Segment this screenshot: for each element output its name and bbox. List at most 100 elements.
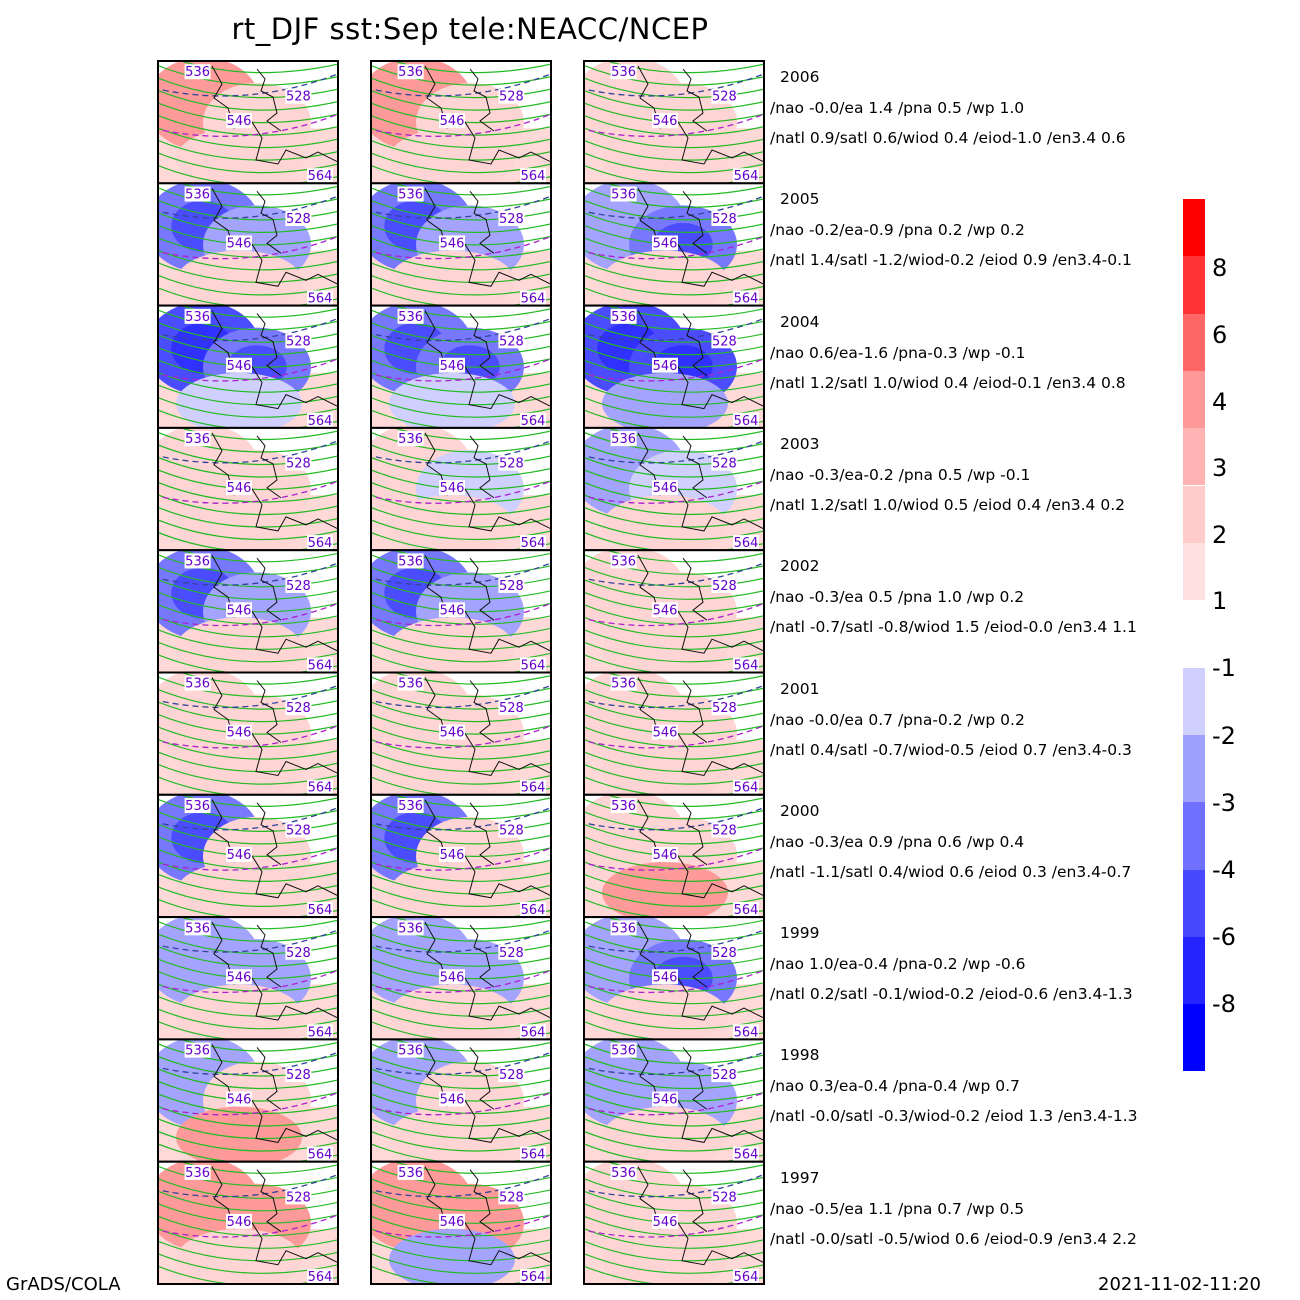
dashed-contour bbox=[158, 73, 338, 97]
coastline bbox=[469, 1047, 495, 1110]
contour-label: 528 bbox=[286, 212, 311, 227]
contour-label-bg bbox=[226, 846, 252, 862]
dashed-contour bbox=[158, 358, 338, 382]
contour-label-bg bbox=[520, 779, 546, 795]
coastline bbox=[637, 65, 764, 165]
green-contour bbox=[584, 604, 764, 625]
coastline bbox=[682, 924, 708, 988]
contour-label-bg bbox=[184, 675, 211, 691]
green-contour bbox=[158, 506, 338, 528]
green-contour bbox=[371, 579, 551, 600]
green-contour bbox=[158, 371, 338, 393]
green-contour bbox=[605, 917, 764, 930]
colorbar-tick-label: 1 bbox=[1212, 587, 1228, 615]
contour-label-bg bbox=[439, 357, 465, 373]
green-contour bbox=[371, 629, 551, 650]
contour-label-bg bbox=[439, 235, 465, 251]
green-contour bbox=[371, 456, 551, 478]
green-contour bbox=[158, 688, 338, 710]
contour-label-bg bbox=[652, 846, 678, 862]
index-line: /natl -0.7/satl -0.8/wiod 1.5 /eiod-0.0 … bbox=[770, 618, 1137, 637]
green-contour bbox=[392, 61, 551, 74]
contour-label: 546 bbox=[653, 1093, 678, 1108]
green-contour bbox=[371, 212, 551, 233]
green-contour bbox=[158, 763, 338, 785]
coastline bbox=[424, 310, 551, 410]
map-panel: 536 528 546 564 bbox=[158, 794, 338, 918]
contour-label: 564 bbox=[521, 169, 546, 184]
green-contour bbox=[158, 1055, 338, 1077]
map-panel: 536 528 546 564 bbox=[371, 61, 551, 184]
green-contour bbox=[584, 701, 764, 723]
green-contour bbox=[158, 1165, 338, 1187]
contour-label-bg bbox=[439, 602, 465, 618]
green-contour bbox=[158, 566, 338, 588]
green-contour bbox=[158, 187, 338, 208]
green-contour bbox=[584, 566, 764, 588]
green-contour bbox=[158, 1228, 338, 1249]
green-contour bbox=[584, 262, 764, 283]
contour-label: 564 bbox=[308, 1270, 333, 1285]
index-line: /nao -0.3/ea-0.2 /pna 0.5 /wp -0.1 bbox=[770, 465, 1031, 484]
contour-label-bg bbox=[307, 901, 333, 917]
green-contour bbox=[584, 77, 764, 99]
contour-label-bg bbox=[733, 412, 759, 428]
coastline bbox=[682, 313, 708, 377]
green-contour bbox=[179, 550, 338, 563]
green-contour bbox=[584, 688, 764, 710]
contour-label: 564 bbox=[521, 1148, 546, 1163]
green-contour bbox=[371, 738, 551, 760]
contour-label: 528 bbox=[499, 212, 524, 227]
green-contour bbox=[605, 305, 764, 318]
contour-label: 536 bbox=[611, 1166, 636, 1181]
dashed-contour bbox=[158, 1091, 338, 1116]
green-contour bbox=[158, 861, 338, 882]
contour-label: 564 bbox=[308, 291, 333, 306]
map-panel: 536 528 546 564 bbox=[371, 672, 551, 796]
map-panel: 536 528 546 564 bbox=[158, 1161, 338, 1285]
contour-label: 564 bbox=[521, 781, 546, 796]
index-line: /natl -0.0/satl -0.3/wiod-0.2 /eiod 1.3 … bbox=[770, 1107, 1138, 1126]
contour-label: 528 bbox=[286, 579, 311, 594]
green-contour bbox=[158, 444, 338, 466]
green-contour bbox=[158, 249, 338, 271]
contour-label: 564 bbox=[308, 658, 333, 673]
dashed-contour bbox=[371, 562, 551, 586]
contour-label: 536 bbox=[611, 310, 636, 325]
contour-label: 564 bbox=[308, 1148, 333, 1163]
map-panel: 536 528 546 564 bbox=[584, 61, 764, 184]
green-contour bbox=[158, 494, 338, 516]
index-line: /nao -0.0/ea 0.7 /pna-0.2 /wp 0.2 bbox=[770, 710, 1025, 729]
contour-label: 536 bbox=[611, 65, 636, 80]
dashed-contour bbox=[584, 317, 764, 342]
coastline bbox=[682, 1169, 708, 1233]
dashed-contour bbox=[584, 1173, 764, 1198]
dashed-contour bbox=[584, 969, 764, 994]
contour-label: 536 bbox=[398, 188, 423, 203]
colorbar-tick-label: -2 bbox=[1212, 722, 1236, 750]
contour-label-bg bbox=[498, 700, 525, 716]
contour-label: 546 bbox=[227, 1093, 252, 1108]
green-contour bbox=[584, 274, 764, 296]
dashed-contour bbox=[371, 684, 551, 709]
green-contour bbox=[371, 519, 551, 541]
green-contour bbox=[371, 1178, 551, 1199]
contour-label-bg bbox=[520, 535, 546, 551]
contour-label: 564 bbox=[734, 903, 759, 918]
contour-label: 536 bbox=[611, 432, 636, 447]
green-contour bbox=[584, 1178, 764, 1199]
green-contour bbox=[158, 873, 338, 895]
contour-label: 564 bbox=[308, 1025, 333, 1040]
contour-label-bg bbox=[285, 822, 312, 838]
green-contour bbox=[158, 933, 338, 955]
dashed-contour bbox=[584, 1051, 764, 1075]
colorbar-tick-label: -8 bbox=[1212, 990, 1236, 1018]
green-contour bbox=[584, 1055, 764, 1077]
contour-label: 528 bbox=[499, 1190, 524, 1205]
contour-label-bg bbox=[285, 1067, 312, 1083]
coastline bbox=[424, 677, 551, 777]
coastline bbox=[211, 799, 338, 899]
dashed-contour bbox=[158, 929, 338, 953]
contour-label: 528 bbox=[712, 823, 737, 838]
dashed-contour bbox=[584, 602, 764, 627]
